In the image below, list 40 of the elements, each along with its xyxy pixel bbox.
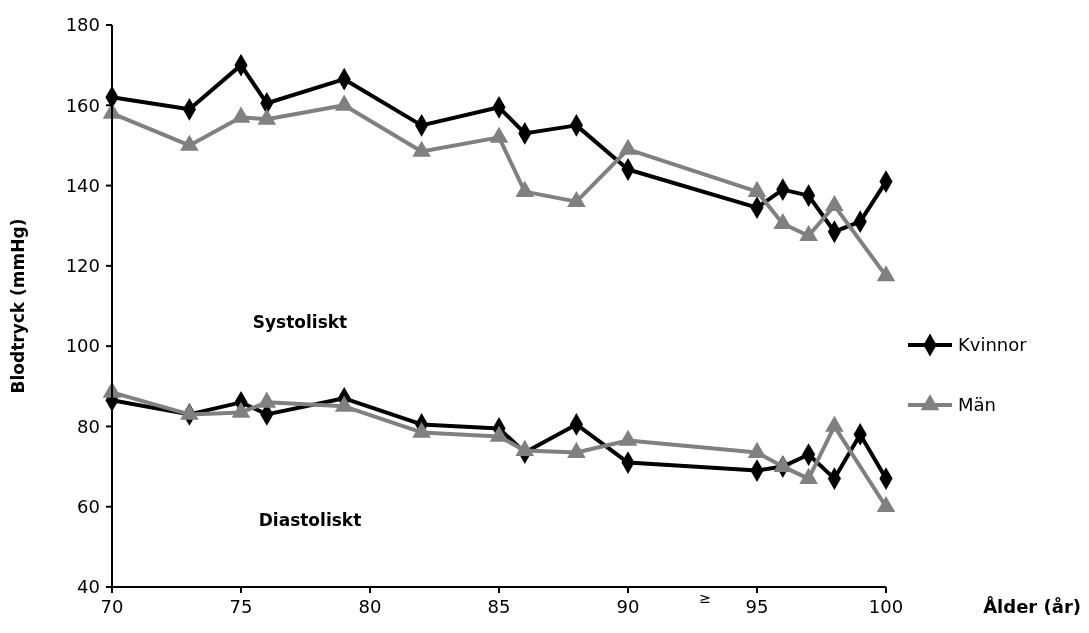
legend-label: Män (958, 394, 996, 416)
x-tick-label: 85 (487, 596, 511, 617)
annotation: Diastoliskt (258, 510, 362, 530)
point (876, 265, 896, 282)
y-tick-label: 40 (77, 576, 100, 598)
x-tick-label: 75 (229, 596, 253, 617)
y-tick-label: 140 (65, 174, 100, 196)
point (515, 439, 535, 456)
text: ≥ (699, 590, 711, 606)
point (799, 467, 818, 484)
y-tick-label: 160 (65, 94, 100, 116)
y-tick-label: 180 (65, 14, 100, 36)
point (799, 225, 818, 242)
annotation: Systoliskt (252, 312, 348, 332)
point (180, 403, 199, 420)
point (773, 455, 793, 472)
point (825, 194, 844, 212)
y-axis-title: Blodtryck (mmHg) (8, 218, 28, 394)
x-tick-label: 70 (100, 596, 124, 617)
x-tick-label: 95 (745, 596, 769, 617)
x-axis-title: Ålder (år) (983, 595, 1081, 617)
y-tick-label: 100 (65, 335, 100, 357)
point (257, 391, 277, 408)
x-tick-label: 100 (868, 596, 904, 617)
legend-label: Kvinnor (958, 334, 1028, 356)
point (489, 425, 509, 442)
x-tick-label: 90 (616, 596, 640, 617)
point (876, 495, 896, 513)
y-tick-label: 60 (77, 496, 100, 518)
point (412, 421, 431, 438)
point (567, 441, 586, 458)
y-tick-label: 80 (77, 415, 100, 437)
y-tick-label: 120 (65, 255, 100, 277)
point (747, 441, 767, 458)
point (825, 415, 844, 432)
x-tick-label: 80 (358, 596, 382, 617)
point (334, 395, 354, 412)
point (773, 212, 793, 230)
point (618, 429, 638, 446)
point (231, 401, 251, 418)
